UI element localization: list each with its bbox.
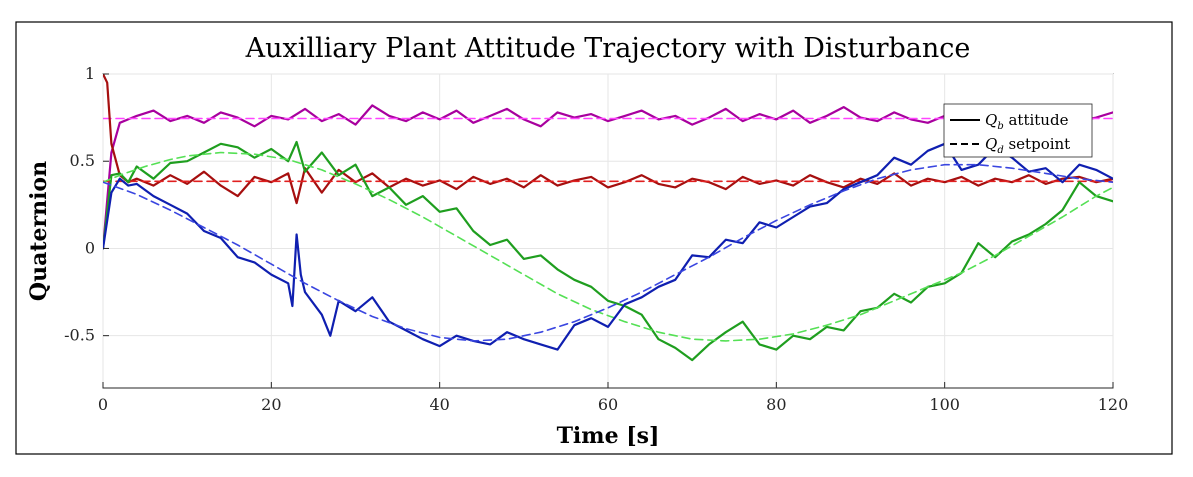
chart-title: Auxilliary Plant Attitude Trajectory wit… (245, 33, 971, 64)
x-tick-label: 40 (429, 395, 449, 414)
series-line-3-solid (103, 74, 1113, 205)
x-tick-label: 120 (1098, 395, 1129, 414)
legend-box (943, 103, 1093, 158)
series-line-5-solid (103, 140, 1113, 362)
y-tick-label: 0 (85, 238, 95, 257)
y-tick-label: 1 (85, 64, 95, 83)
x-tick-label: 20 (261, 395, 281, 414)
grid-lines (102, 73, 1114, 388)
x-tick-label: 80 (766, 395, 786, 414)
series-line-1-solid (103, 104, 1113, 250)
axis-ticks: 0 20 40 60 80 100 120 -0.5 0 0.5 1 (64, 64, 1128, 414)
legend-entry-setpoint: Qd setpoint (985, 135, 1070, 156)
x-tick-label: 100 (929, 395, 960, 414)
y-tick-label: 0.5 (70, 151, 95, 170)
x-axis-label: Time [s] (557, 423, 660, 449)
x-tick-label: 0 (98, 395, 108, 414)
series-line-6-dashed (103, 151, 1113, 342)
figure-frame (15, 21, 1173, 455)
y-axis-label: Quaternion (26, 161, 52, 301)
x-tick-label: 60 (598, 395, 618, 414)
series-line-7-solid (103, 142, 1113, 351)
series-lines (103, 74, 1113, 362)
y-tick-label: -0.5 (64, 326, 95, 345)
legend-entry-attitude: Qb attitude (985, 111, 1069, 132)
legend: Qb attitude Qd setpoint (943, 103, 1093, 158)
series-line-8-dashed (103, 163, 1113, 342)
